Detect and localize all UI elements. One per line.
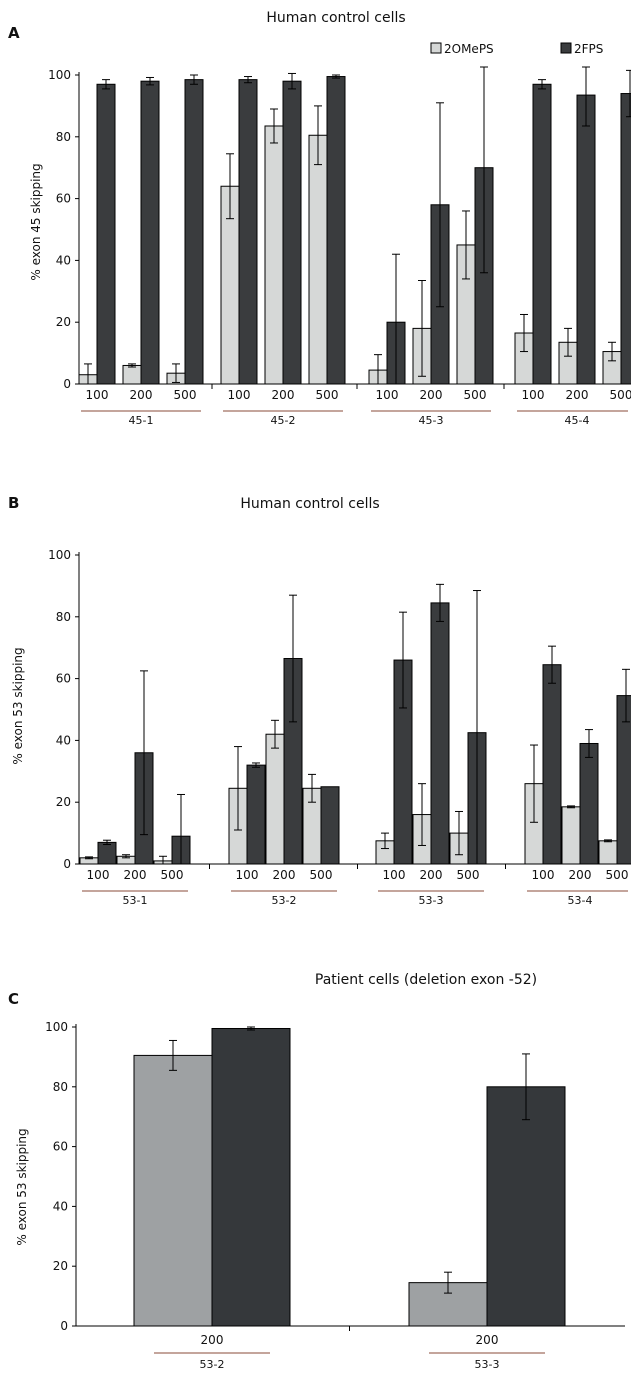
panel-b-bar-53-2-100-2FPS: [246, 764, 266, 865]
panel-c-group-label: 53-2: [200, 1358, 225, 1371]
panel-b-dose-label: 100: [532, 868, 555, 882]
panel-b-bar-53-3-200-2FPS: [430, 602, 450, 865]
panel-b-group-label: 53-3: [419, 894, 444, 907]
panel-a-bar-45-1-100-2FPS: [96, 83, 116, 385]
panel-a-bar-45-4-200-2FPS: [576, 94, 596, 385]
panel-a-bar-45-1-200-2FPS: [140, 80, 160, 385]
panel-c-letter: C: [8, 990, 19, 1008]
panel-a-ylabel: % exon 45 skipping: [29, 163, 43, 280]
panel-b-letter: B: [8, 494, 19, 512]
panel-c-dose-label: 200: [201, 1333, 224, 1347]
panel-c-bar-53-2-200-2OMePS: [133, 1054, 213, 1327]
panel-b-y-tick-label: 80: [56, 610, 71, 624]
panel-b-y-tick-label: 100: [48, 548, 71, 562]
panel-b-group-label: 53-1: [123, 894, 148, 907]
panel-b-dose-label: 100: [383, 868, 406, 882]
panel-c-y-tick-label: 80: [53, 1080, 68, 1094]
panel-b-y-tick-label: 60: [56, 672, 71, 686]
legend-label-2omeps: 2OMePS: [444, 42, 494, 56]
panel-b-dose-label: 200: [569, 868, 592, 882]
panel-a-y-tick-label: 60: [56, 192, 71, 206]
panel-a-bar-45-1-500-2FPS: [184, 79, 204, 385]
panel-a-group-label: 45-1: [129, 414, 154, 427]
panel-a-dose-label: 200: [420, 388, 443, 402]
panel-a-bar-45-4-100-2FPS: [532, 83, 552, 385]
panel-a-bar-45-2-500-2OMePS: [308, 134, 328, 385]
panel-b-bar-53-1-100-2FPS: [97, 841, 117, 865]
panel-a-letter: A: [8, 24, 20, 42]
panel-b-dose-label: 100: [236, 868, 259, 882]
panel-a-dose-label: 100: [86, 388, 109, 402]
panel-a-bar-45-2-200-2FPS: [282, 80, 302, 385]
panel-a-group-label: 45-4: [565, 414, 590, 427]
panel-a-dose-label: 100: [376, 388, 399, 402]
panel-c-y-tick-label: 40: [53, 1199, 68, 1213]
panel-a-dose-label: 100: [522, 388, 545, 402]
panel-b-group-label: 53-4: [568, 894, 593, 907]
panel-b-dose-label: 500: [310, 868, 333, 882]
panel-c-ylabel: % exon 53 skipping: [15, 1128, 29, 1245]
legend-swatch-2omeps: [430, 42, 442, 54]
panel-b-y-tick-label: 20: [56, 795, 71, 809]
panel-c-group-label: 53-3: [475, 1358, 500, 1371]
panel-b-dose-label: 500: [606, 868, 629, 882]
panel-a-group-label: 45-3: [419, 414, 444, 427]
panel-b-ylabel: % exon 53 skipping: [11, 647, 25, 764]
panel-b-title: Human control cells: [240, 496, 379, 512]
panel-c-title: Patient cells (deletion exon -52): [315, 972, 537, 988]
panel-b-dose-label: 100: [87, 868, 110, 882]
panel-b-bar-53-4-200-2FPS: [579, 742, 599, 865]
panel-a-y-tick-label: 0: [63, 377, 71, 391]
panel-b-dose-label: 500: [161, 868, 184, 882]
panel-a-bar-45-2-100-2FPS: [238, 79, 258, 385]
panel-a-bar-45-2-500-2FPS: [326, 76, 346, 385]
panel-b-dose-label: 200: [273, 868, 296, 882]
legend-label-2fps: 2FPS: [574, 42, 603, 56]
panel-a-title: Human control cells: [266, 10, 405, 26]
panel-b-y-tick-label: 40: [56, 733, 71, 747]
panel-a-dose-label: 500: [316, 388, 339, 402]
panel-c-dose-label: 200: [476, 1333, 499, 1347]
panel-a-bar-45-4-500-2FPS: [620, 93, 631, 385]
panel-c-y-tick-label: 100: [45, 1020, 68, 1034]
legend-swatch-2fps: [560, 42, 572, 54]
panel-a-dose-label: 500: [464, 388, 487, 402]
panel-b-dose-label: 500: [457, 868, 480, 882]
panel-b-bar-53-4-200-2OMePS: [561, 806, 581, 865]
panel-a-dose-label: 100: [228, 388, 251, 402]
panel-b-dose-label: 200: [420, 868, 443, 882]
panel-b-bar-53-4-100-2FPS: [542, 664, 562, 865]
panel-b-dose-label: 200: [124, 868, 147, 882]
panel-c-y-tick-label: 60: [53, 1140, 68, 1154]
panel-c-bar-53-3-200-2FPS: [486, 1086, 566, 1327]
panel-a-dose-label: 200: [566, 388, 589, 402]
panel-a-dose-label: 500: [174, 388, 197, 402]
panel-b-bar-53-2-500-2FPS: [320, 786, 340, 865]
panel-a-y-tick-label: 100: [48, 68, 71, 82]
panel-c-bar-53-2-200-2FPS: [211, 1027, 291, 1327]
panel-b-bar-53-2-200-2OMePS: [265, 733, 285, 865]
panel-b-group-label: 53-2: [272, 894, 297, 907]
panel-a-y-tick-label: 40: [56, 253, 71, 267]
panel-a-group-label: 45-2: [271, 414, 296, 427]
panel-a-bar-45-2-200-2OMePS: [264, 125, 284, 385]
panel-b-y-tick-label: 0: [63, 857, 71, 871]
panel-c-y-tick-label: 0: [60, 1319, 68, 1333]
panel-b-bar-53-4-500-2OMePS: [598, 840, 618, 865]
panel-b-bar-53-4-500-2FPS: [616, 695, 631, 865]
panel-a-bar-45-1-200-2OMePS: [122, 364, 142, 385]
panel-a-y-tick-label: 80: [56, 130, 71, 144]
panel-a-dose-label: 500: [610, 388, 631, 402]
panel-a-dose-label: 200: [130, 388, 153, 402]
panel-c-y-tick-label: 20: [53, 1259, 68, 1273]
panel-a-y-tick-label: 20: [56, 315, 71, 329]
panel-a-dose-label: 200: [272, 388, 295, 402]
